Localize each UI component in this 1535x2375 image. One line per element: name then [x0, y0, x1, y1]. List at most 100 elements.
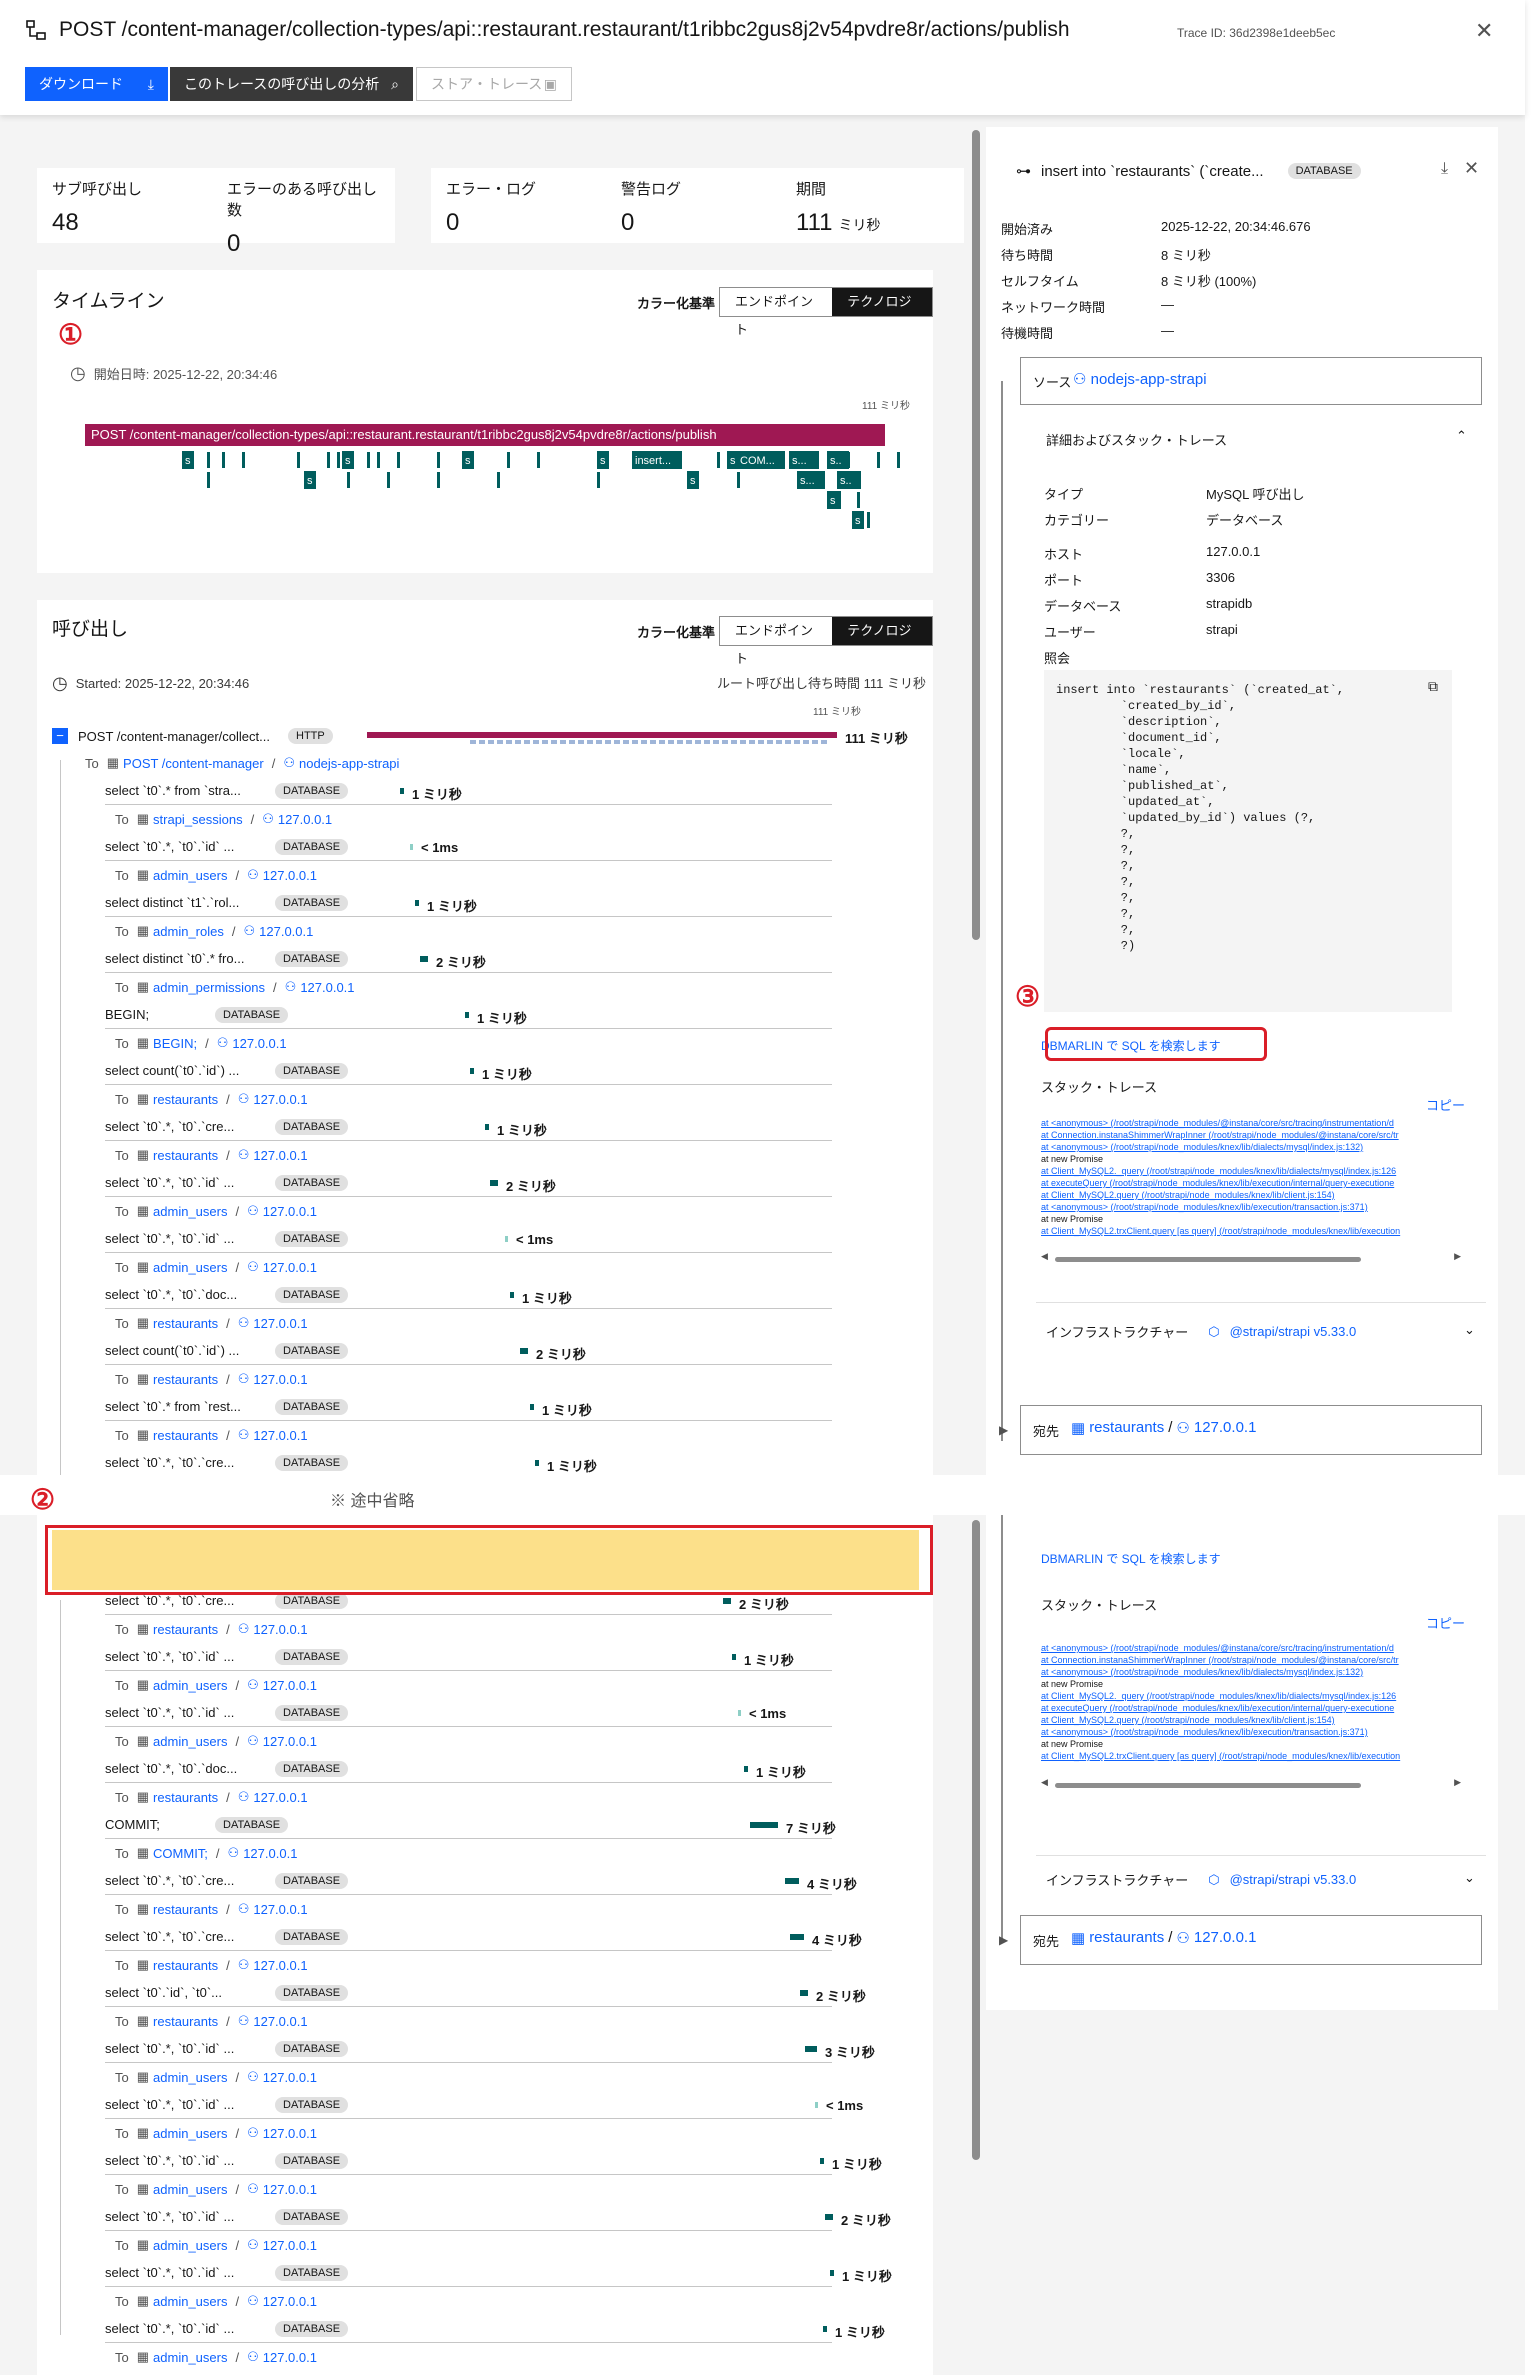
- timeline-span[interactable]: [337, 452, 340, 468]
- copy-link-lower[interactable]: コピー: [1426, 1616, 1466, 1631]
- timeline-span[interactable]: [207, 472, 210, 488]
- call-row[interactable]: select distinct `t1`.`rol... DATABASE: [105, 889, 832, 917]
- technology-option[interactable]: テクノロジー: [832, 288, 932, 337]
- call-row[interactable]: select distinct `t0`.* fro... DATABASE: [105, 945, 832, 973]
- timeline-span[interactable]: [507, 452, 510, 468]
- timeline-span[interactable]: [207, 452, 210, 468]
- call-row[interactable]: select `t0`.*, `t0`.`id` ... DATABASE: [105, 2315, 832, 2343]
- stack-line[interactable]: at Client_MySQL2.query (/root/strapi/nod…: [1041, 1190, 1335, 1200]
- stack-line[interactable]: at <anonymous> (/root/strapi/node_module…: [1041, 1667, 1364, 1677]
- stack-scrollbar[interactable]: ◀ ▶: [1041, 1251, 1461, 1262]
- call-to-host[interactable]: 127.0.0.1: [253, 1789, 308, 1805]
- call-row[interactable]: select `t0`.*, `t0`.`id` ... DATABASE: [105, 1225, 832, 1253]
- timeline-span[interactable]: [242, 452, 245, 468]
- calls-technology-option[interactable]: テクノロジー: [832, 617, 932, 666]
- timeline-span[interactable]: [737, 472, 740, 488]
- call-to-table[interactable]: admin_permissions: [153, 979, 266, 995]
- call-to-table[interactable]: restaurants: [153, 2013, 219, 2029]
- dest-link[interactable]: restaurants: [1089, 1419, 1165, 1436]
- timeline-span[interactable]: [867, 512, 870, 528]
- call-row[interactable]: select `t0`.*, `t0`.`id` ... DATABASE: [105, 833, 832, 861]
- stack-line[interactable]: at <anonymous> (/root/strapi/node_module…: [1041, 1727, 1368, 1737]
- calls-endpoint-option[interactable]: エンドポイント: [735, 623, 814, 666]
- stack-line[interactable]: at executeQuery (/root/strapi/node_modul…: [1041, 1703, 1395, 1713]
- call-to-table[interactable]: restaurants: [153, 1957, 219, 1973]
- call-to-table[interactable]: restaurants: [153, 1789, 219, 1805]
- timeline-span-chip[interactable]: [632, 451, 682, 469]
- timeline-span[interactable]: [537, 452, 540, 468]
- call-row[interactable]: select `t0`.*, `t0`.`id` ... DATABASE: [105, 2035, 832, 2063]
- dest-host-lower[interactable]: 127.0.0.1: [1193, 1929, 1257, 1946]
- timeline-span-chip[interactable]: [597, 451, 609, 469]
- call-to-host[interactable]: 127.0.0.1: [262, 867, 317, 883]
- call-to-host[interactable]: 127.0.0.1: [253, 1957, 308, 1973]
- call-row[interactable]: select `t0`.`id`, `t0`... DATABASE: [105, 1979, 832, 2007]
- chevron-down-icon[interactable]: ⌄: [1464, 1870, 1475, 1885]
- call-to-host[interactable]: 127.0.0.1: [253, 1621, 308, 1637]
- infra-link-lower[interactable]: @strapi/strapi v5.33.0: [1229, 1872, 1357, 1887]
- call-to-table[interactable]: restaurants: [153, 1315, 219, 1331]
- copy-icon[interactable]: ⧉: [1428, 678, 1438, 694]
- call-to-host[interactable]: 127.0.0.1: [300, 979, 355, 995]
- call-to-table[interactable]: restaurants: [153, 1147, 219, 1163]
- call-row[interactable]: select `t0`.*, `t0`.`doc... DATABASE: [105, 1755, 832, 1783]
- call-to-host[interactable]: 127.0.0.1: [262, 1733, 317, 1749]
- call-to-host[interactable]: 127.0.0.1: [253, 1427, 308, 1443]
- timeline-span[interactable]: [222, 452, 225, 468]
- stack-line[interactable]: at executeQuery (/root/strapi/node_modul…: [1041, 1178, 1395, 1188]
- call-to-table[interactable]: admin_users: [153, 2349, 228, 2365]
- call-to-table[interactable]: restaurants: [153, 1427, 219, 1443]
- close-icon[interactable]: ✕: [1464, 158, 1480, 178]
- call-to-table[interactable]: admin_users: [153, 1733, 228, 1749]
- left-scrollbar-lower[interactable]: [972, 1520, 980, 2160]
- timeline-span[interactable]: [497, 472, 500, 488]
- call-to-table[interactable]: admin_users: [153, 1259, 228, 1275]
- root-to-service[interactable]: nodejs-app-strapi: [298, 755, 400, 771]
- timeline-span[interactable]: [297, 452, 300, 468]
- call-to-table[interactable]: admin_users: [153, 2293, 228, 2309]
- call-to-table[interactable]: admin_users: [153, 2237, 228, 2253]
- call-to-table[interactable]: restaurants: [153, 1901, 219, 1917]
- call-to-host[interactable]: 127.0.0.1: [262, 2181, 317, 2197]
- stack-line[interactable]: at <anonymous> (/root/strapi/node_module…: [1041, 1202, 1368, 1212]
- stack-line[interactable]: at Client_MySQL2._query (/root/strapi/no…: [1041, 1166, 1397, 1176]
- timeline-span-chip[interactable]: [462, 451, 474, 469]
- stack-line[interactable]: at Client_MySQL2._query (/root/strapi/no…: [1041, 1691, 1397, 1701]
- call-to-host[interactable]: 127.0.0.1: [262, 2293, 317, 2309]
- timeline-span[interactable]: [857, 492, 860, 508]
- call-row[interactable]: select `t0`.* from `stra... DATABASE: [105, 777, 832, 805]
- call-to-host[interactable]: 127.0.0.1: [277, 811, 333, 827]
- timeline-span[interactable]: [877, 452, 880, 468]
- timeline-span[interactable]: [387, 472, 390, 488]
- collapse-icon[interactable]: −: [52, 728, 68, 744]
- infra-row[interactable]: インフラストラクチャー ⬡ @strapi/strapi v5.33.0: [1046, 1322, 1356, 1341]
- download-button[interactable]: ダウンロード ⤓: [25, 67, 168, 101]
- infra-row-lower[interactable]: インフラストラクチャー ⬡ @strapi/strapi v5.33.0: [1046, 1870, 1356, 1889]
- timeline-span[interactable]: [327, 452, 330, 468]
- call-row[interactable]: select `t0`.* from `rest... DATABASE: [105, 1393, 832, 1421]
- root-call-row[interactable]: − POST /content-manager/collect... HTTP: [52, 722, 932, 750]
- timeline-span[interactable]: [897, 452, 900, 468]
- stack-line[interactable]: at Connection.instanaShimmerWrapInner (/…: [1041, 1130, 1399, 1140]
- timeline-span[interactable]: [347, 472, 350, 488]
- call-row[interactable]: select `t0`.*, `t0`.`id` ... DATABASE: [105, 1643, 832, 1671]
- dbmarlin-link-lower[interactable]: DBMARLIN で SQL を検索します: [1041, 1552, 1221, 1566]
- stack-scrollbar-lower[interactable]: ◀ ▶: [1041, 1777, 1461, 1788]
- call-to-table[interactable]: BEGIN;: [153, 1035, 198, 1051]
- call-to-host[interactable]: 127.0.0.1: [253, 2013, 308, 2029]
- stack-line[interactable]: at <anonymous> (/root/strapi/node_module…: [1041, 1643, 1394, 1653]
- call-row[interactable]: select `t0`.*, `t0`.`cre... DATABASE: [105, 1449, 832, 1477]
- timeline-span[interactable]: [397, 452, 400, 468]
- call-to-table[interactable]: admin_users: [153, 2125, 228, 2141]
- download-icon[interactable]: ⤓: [1441, 160, 1449, 177]
- infra-link[interactable]: @strapi/strapi v5.33.0: [1229, 1324, 1357, 1339]
- call-to-table[interactable]: restaurants: [153, 1621, 219, 1637]
- root-to-link[interactable]: POST /content-manager: [123, 755, 264, 771]
- timeline-span[interactable]: [367, 452, 370, 468]
- call-row[interactable]: select `t0`.*, `t0`.`id` ... DATABASE: [105, 2259, 832, 2287]
- call-row[interactable]: select `t0`.*, `t0`.`doc... DATABASE: [105, 1281, 832, 1309]
- timeline-span-chip[interactable]: [182, 451, 194, 469]
- timeline-span-chip[interactable]: [837, 471, 861, 489]
- timeline-span[interactable]: [717, 452, 720, 468]
- timeline-span-chip[interactable]: [687, 471, 699, 489]
